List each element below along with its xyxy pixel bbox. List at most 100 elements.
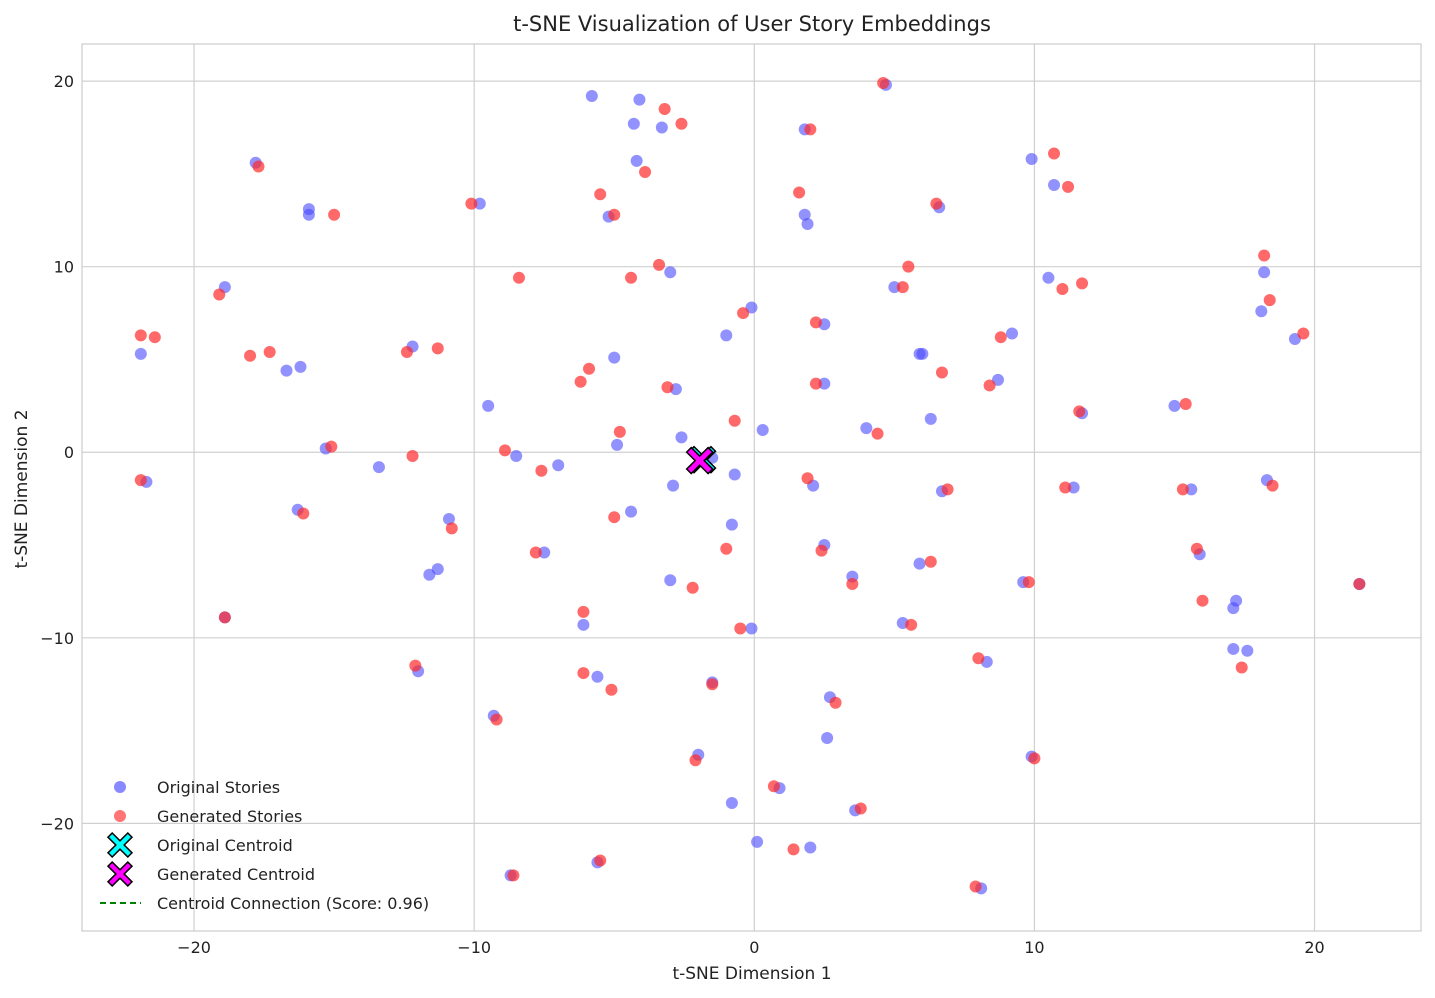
original-story-point <box>552 459 565 472</box>
generated-story-point <box>608 208 621 221</box>
legend: Original Stories Generated Stories Origina… <box>100 778 429 913</box>
generated-story-point <box>1263 294 1276 307</box>
original-story-point <box>725 796 738 809</box>
original-story-point <box>725 518 738 531</box>
generated-story-point <box>661 381 674 394</box>
generated-story-point <box>1056 282 1069 295</box>
generated-story-point <box>809 316 822 329</box>
original-story-point <box>860 422 873 435</box>
generated-story-point <box>325 440 338 453</box>
original-story-point <box>510 449 523 462</box>
generated-story-point <box>1297 327 1310 340</box>
generated-story-point <box>490 713 503 726</box>
original-story-point <box>1241 644 1254 657</box>
generated-story-point <box>1179 397 1192 410</box>
generated-story-point <box>767 780 780 793</box>
generated-story-point <box>498 444 511 457</box>
original-story-point <box>1168 399 1181 412</box>
original-story-point <box>745 622 758 635</box>
generated-story-point <box>653 258 666 271</box>
x-tick-label: 10 <box>1024 938 1044 957</box>
generated-story-point <box>896 281 909 294</box>
generated-story-point <box>1266 479 1279 492</box>
generated-story-point <box>706 678 719 691</box>
original-story-point <box>1025 153 1038 166</box>
y-tick-label: −10 <box>40 629 74 648</box>
generated-story-point <box>594 854 607 867</box>
generated-story-point <box>1190 542 1203 555</box>
original-story-point <box>442 513 455 526</box>
generated-story-point <box>941 483 954 496</box>
original-story-point <box>720 329 733 342</box>
original-story-point <box>1067 481 1080 494</box>
tick-labels: −20 −10 0 10 20 −20 −10 0 10 20 <box>40 72 1324 957</box>
plot-frame <box>81 43 1422 932</box>
original-story-point <box>1048 179 1061 192</box>
generated-story-point <box>972 652 985 665</box>
original-story-point <box>625 505 638 518</box>
original-story-point <box>134 347 147 360</box>
generated-story-point <box>1073 405 1086 418</box>
generated-story-point <box>1258 249 1271 262</box>
legend-label: Generated Centroid <box>157 865 315 884</box>
data-points <box>134 76 1366 895</box>
original-story-point <box>1227 642 1240 655</box>
original-story-point <box>913 557 926 570</box>
generated-story-point <box>409 659 422 672</box>
original-story-point <box>585 89 598 102</box>
generated-story-point <box>935 366 948 379</box>
generated-story-point <box>1235 661 1248 674</box>
generated-story-point <box>213 288 226 301</box>
original-story-point <box>627 117 640 130</box>
generated-story-point <box>689 754 702 767</box>
generated-story-point <box>512 271 525 284</box>
original-story-point <box>664 574 677 587</box>
original-story-point <box>667 479 680 492</box>
y-tick-label: 20 <box>54 72 74 91</box>
original-story-point <box>675 431 688 444</box>
generated-story-point <box>625 271 638 284</box>
original-story-point <box>577 618 590 631</box>
generated-story-point <box>529 546 542 559</box>
generated-story-point <box>728 414 741 427</box>
generated-story-point <box>577 667 590 680</box>
generated-story-point <box>328 208 341 221</box>
generated-story-point <box>846 577 859 590</box>
x-tick-label: 20 <box>1304 938 1324 957</box>
original-story-point <box>655 121 668 134</box>
generated-story-point <box>148 331 161 344</box>
legend-marker-dot <box>114 810 126 822</box>
generated-story-point <box>639 166 652 179</box>
original-story-point <box>302 208 315 221</box>
original-story-point <box>756 423 769 436</box>
original-story-point <box>1258 266 1271 279</box>
generated-story-point <box>793 186 806 199</box>
generated-story-point <box>507 869 520 882</box>
original-story-point <box>818 377 831 390</box>
chart-title: t-SNE Visualization of User Story Embedd… <box>513 12 991 36</box>
original-story-point <box>801 217 814 230</box>
generated-story-point <box>244 349 257 362</box>
generated-story-point <box>431 342 444 355</box>
generated-story-point <box>1059 481 1072 494</box>
original-story-point <box>1006 327 1019 340</box>
y-tick-label: −20 <box>40 814 74 833</box>
generated-story-point <box>1022 576 1035 589</box>
generated-story-point <box>252 160 265 173</box>
x-tick-label: −10 <box>457 938 491 957</box>
original-story-point <box>591 670 604 683</box>
generated-centroid-marker <box>685 446 714 475</box>
generated-story-point <box>1196 594 1209 607</box>
original-story-point <box>888 281 901 294</box>
generated-story-point <box>829 696 842 709</box>
original-story-point <box>280 364 293 377</box>
generated-story-point <box>734 622 747 635</box>
generated-story-point <box>658 102 671 115</box>
original-story-point <box>751 835 764 848</box>
generated-story-point <box>787 843 800 856</box>
generated-story-point <box>924 555 937 568</box>
legend-label: Centroid Connection (Score: 0.96) <box>157 894 429 913</box>
generated-story-point <box>535 464 548 477</box>
original-story-point <box>1255 305 1268 318</box>
